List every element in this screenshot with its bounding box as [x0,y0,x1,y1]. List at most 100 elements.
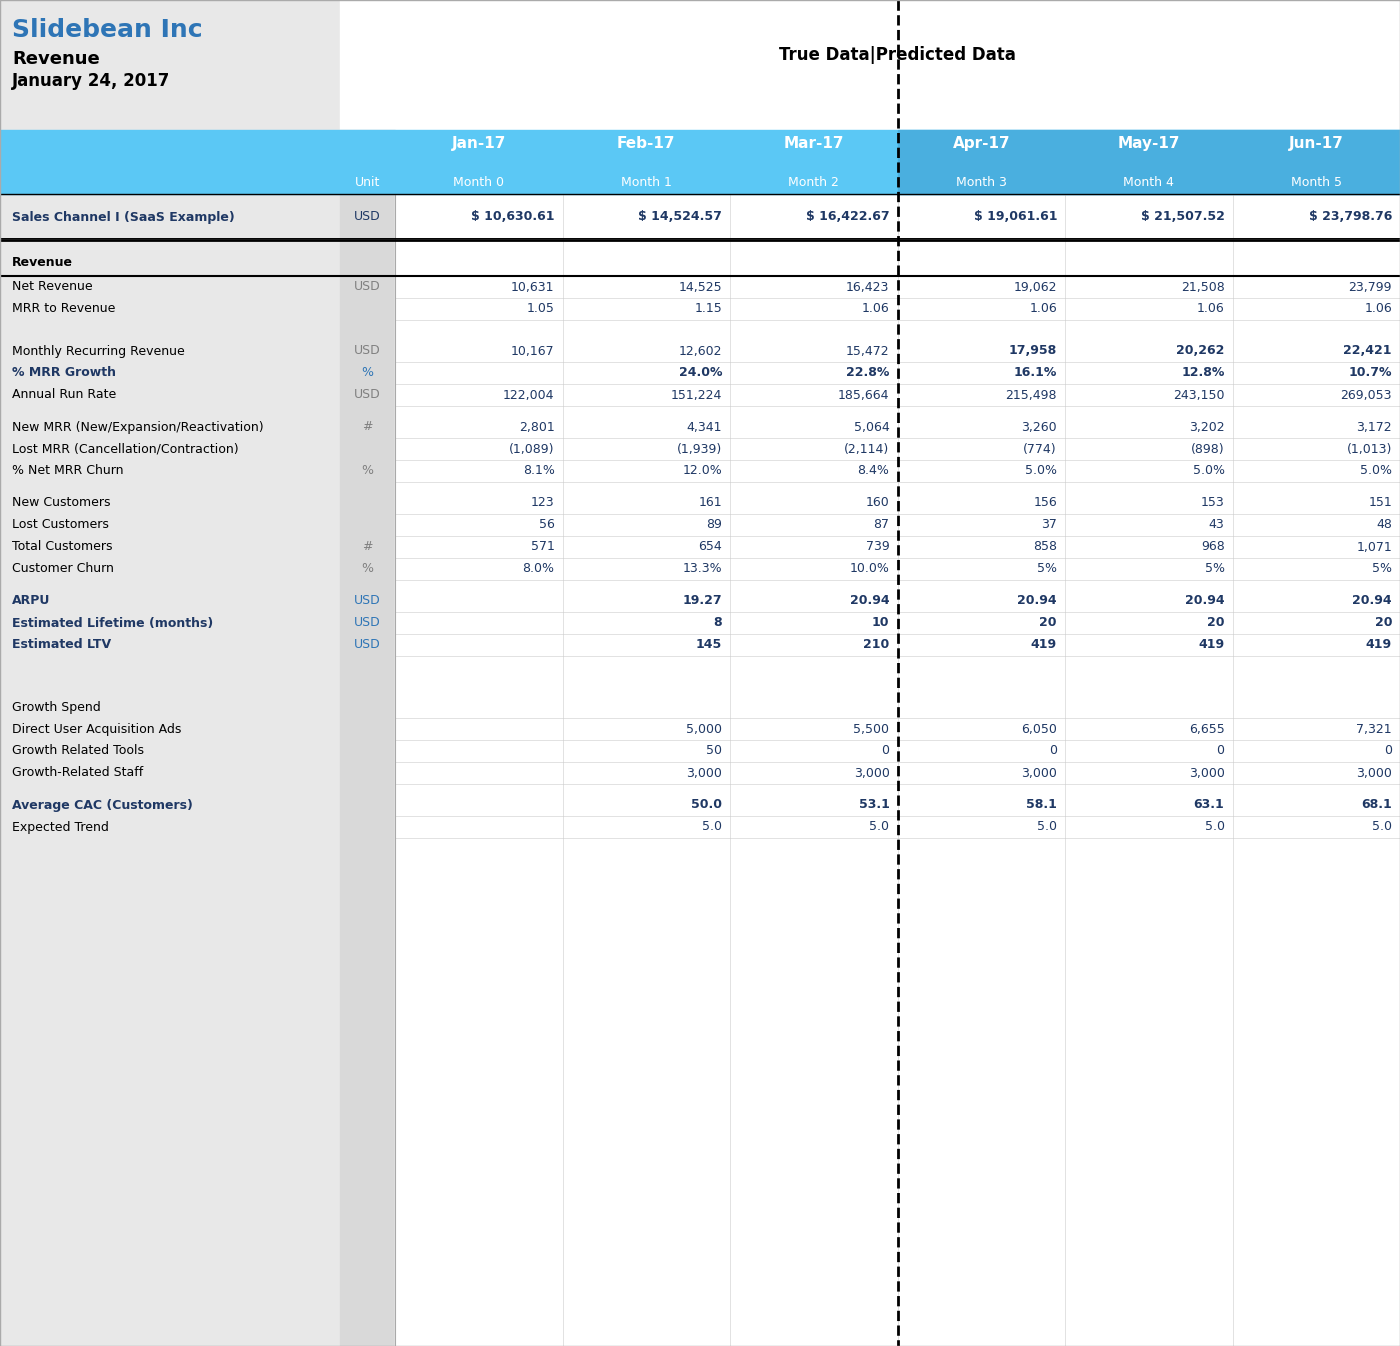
Text: 5.0: 5.0 [1372,821,1392,833]
Text: 12.8%: 12.8% [1182,366,1225,380]
Text: 10.7%: 10.7% [1348,366,1392,380]
Text: 1.06: 1.06 [1364,303,1392,315]
Text: 419: 419 [1030,638,1057,651]
Text: 5%: 5% [1372,563,1392,576]
Text: 3,202: 3,202 [1189,420,1225,433]
Text: May-17: May-17 [1117,136,1180,151]
Text: 1.06: 1.06 [1029,303,1057,315]
Text: Month 1: Month 1 [620,176,672,188]
Text: 50.0: 50.0 [692,798,722,812]
Bar [0,131,340,1346]
Text: USD: USD [354,616,381,630]
Text: 654: 654 [699,541,722,553]
Text: (2,114): (2,114) [844,443,889,455]
Text: Average CAC (Customers): Average CAC (Customers) [13,798,193,812]
Text: $ 16,422.67: $ 16,422.67 [806,210,889,223]
Text: 20.94: 20.94 [1352,595,1392,607]
Text: 243,150: 243,150 [1173,389,1225,401]
Text: 16,423: 16,423 [846,280,889,293]
Text: 571: 571 [531,541,554,553]
Text: 5.0: 5.0 [1204,821,1225,833]
Text: Monthly Recurring Revenue: Monthly Recurring Revenue [13,345,185,358]
Text: $ 23,798.76: $ 23,798.76 [1309,210,1392,223]
Text: 5%: 5% [1204,563,1225,576]
Text: %: % [361,366,374,380]
Text: 1.05: 1.05 [526,303,554,315]
Text: 5.0%: 5.0% [1193,464,1225,478]
Text: $ 14,524.57: $ 14,524.57 [638,210,722,223]
Text: 68.1: 68.1 [1361,798,1392,812]
Text: 5.0: 5.0 [869,821,889,833]
Text: True Data|Predicted Data: True Data|Predicted Data [778,46,1016,65]
Text: 8: 8 [714,616,722,630]
Text: 24.0%: 24.0% [679,366,722,380]
Text: 17,958: 17,958 [1009,345,1057,358]
Text: 43: 43 [1208,518,1225,532]
Text: 50: 50 [706,744,722,758]
Text: 739: 739 [865,541,889,553]
Text: 5.0: 5.0 [701,821,722,833]
Text: Lost Customers: Lost Customers [13,518,109,532]
Text: Estimated LTV: Estimated LTV [13,638,111,651]
Text: ARPU: ARPU [13,595,50,607]
Text: 12.0%: 12.0% [682,464,722,478]
Text: 1.06: 1.06 [1197,303,1225,315]
Text: 20: 20 [1375,616,1392,630]
Text: Expected Trend: Expected Trend [13,821,109,833]
Text: 185,664: 185,664 [839,389,889,401]
Text: 6,655: 6,655 [1189,723,1225,735]
Text: 8.4%: 8.4% [858,464,889,478]
Text: 269,053: 269,053 [1341,389,1392,401]
Text: 21,508: 21,508 [1180,280,1225,293]
Text: $ 21,507.52: $ 21,507.52 [1141,210,1225,223]
Text: (1,013): (1,013) [1347,443,1392,455]
Text: Annual Run Rate: Annual Run Rate [13,389,116,401]
Bar [0,131,1400,194]
Text: 20: 20 [1207,616,1225,630]
Text: 8.0%: 8.0% [522,563,554,576]
Text: 1,071: 1,071 [1357,541,1392,553]
Text: 20.94: 20.94 [1184,595,1225,607]
Text: 37: 37 [1042,518,1057,532]
Text: %: % [361,563,374,576]
Text: 20.94: 20.94 [1018,595,1057,607]
Text: Direct User Acquisition Ads: Direct User Acquisition Ads [13,723,182,735]
Text: 5,500: 5,500 [854,723,889,735]
Bar [395,131,1400,1346]
Text: 10.0%: 10.0% [850,563,889,576]
Text: 10,631: 10,631 [511,280,554,293]
Bar [0,0,340,131]
Text: (1,089): (1,089) [510,443,554,455]
Text: 4,341: 4,341 [686,420,722,433]
Text: $ 10,630.61: $ 10,630.61 [470,210,554,223]
Text: 3,172: 3,172 [1357,420,1392,433]
Text: Jun-17: Jun-17 [1289,136,1344,151]
Text: 215,498: 215,498 [1005,389,1057,401]
Text: 20,262: 20,262 [1176,345,1225,358]
Text: % Net MRR Churn: % Net MRR Churn [13,464,123,478]
Text: Revenue: Revenue [13,50,99,69]
Text: Month 4: Month 4 [1123,176,1175,188]
Text: 968: 968 [1201,541,1225,553]
Text: 16.1%: 16.1% [1014,366,1057,380]
Text: 10,167: 10,167 [511,345,554,358]
Text: 419: 419 [1366,638,1392,651]
Text: 3,000: 3,000 [854,766,889,779]
Text: 0: 0 [1385,744,1392,758]
Text: 89: 89 [706,518,722,532]
Text: 6,050: 6,050 [1021,723,1057,735]
Text: $ 19,061.61: $ 19,061.61 [973,210,1057,223]
Text: 19.27: 19.27 [682,595,722,607]
Text: Revenue: Revenue [13,257,73,269]
Text: (1,939): (1,939) [676,443,722,455]
Text: 10: 10 [872,616,889,630]
Text: January 24, 2017: January 24, 2017 [13,71,171,90]
Text: 14,525: 14,525 [679,280,722,293]
Text: 1.15: 1.15 [694,303,722,315]
Text: Growth-Related Staff: Growth-Related Staff [13,766,143,779]
Text: 210: 210 [864,638,889,651]
Text: 5%: 5% [1037,563,1057,576]
Text: 0: 0 [1217,744,1225,758]
Text: 23,799: 23,799 [1348,280,1392,293]
Text: 19,062: 19,062 [1014,280,1057,293]
